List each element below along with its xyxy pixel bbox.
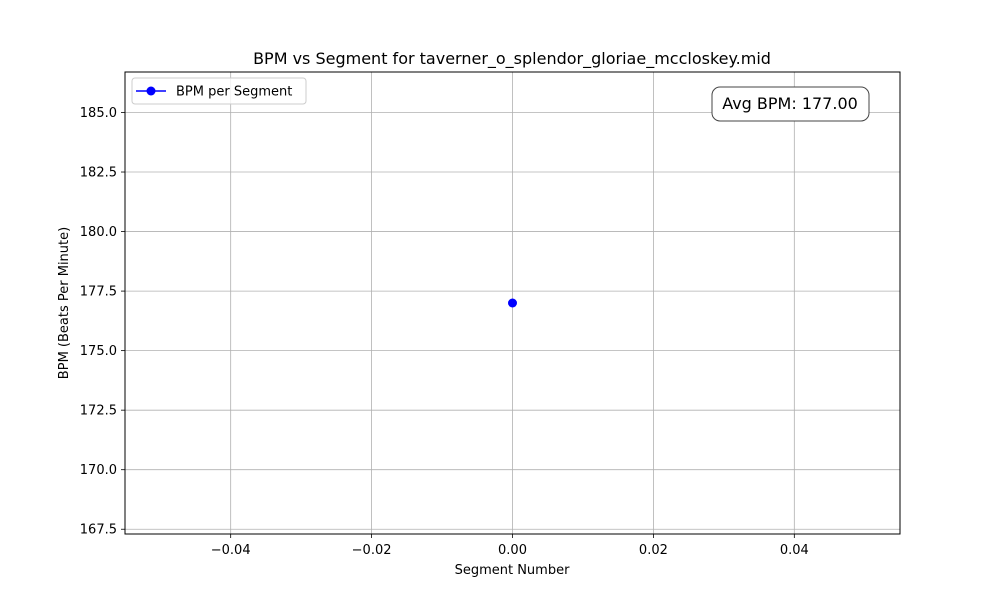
- x-tick-label: 0.04: [780, 543, 809, 558]
- data-point: [508, 298, 517, 308]
- y-tick-label: 180.0: [80, 225, 117, 240]
- x-tick-label: −0.04: [211, 543, 251, 558]
- legend-marker: [146, 86, 156, 96]
- legend: BPM per Segment: [131, 77, 307, 105]
- y-tick-label: 177.5: [80, 285, 117, 300]
- x-tick-label: 0.02: [639, 543, 668, 558]
- annotation-text: Avg BPM: 177.00: [722, 94, 858, 113]
- avg-bpm-annotation: Avg BPM: 177.00: [711, 86, 870, 122]
- x-axis: −0.04 −0.02 0.00 0.02 0.04: [211, 534, 809, 558]
- x-tick-label: −0.02: [352, 543, 392, 558]
- legend-box: [131, 77, 307, 105]
- y-tick-label: 170.0: [80, 463, 117, 478]
- y-tick-label: 172.5: [80, 404, 117, 419]
- y-tick-label: 167.5: [80, 523, 117, 538]
- y-axis-label: BPM (Beats Per Minute): [57, 227, 72, 379]
- chart-title: BPM vs Segment for taverner_o_splendor_g…: [253, 49, 771, 69]
- y-tick-label: 185.0: [80, 106, 117, 121]
- y-axis: 167.5 170.0 172.5 175.0 177.5 180.0 182.5 185.0: [80, 106, 125, 538]
- x-tick-label: 0.00: [498, 543, 527, 558]
- y-tick-label: 182.5: [80, 166, 117, 181]
- x-axis-label: Segment Number: [455, 563, 571, 578]
- annotation-box: [711, 86, 870, 122]
- y-tick-label: 175.0: [80, 344, 117, 359]
- legend-label: BPM per Segment: [176, 85, 292, 100]
- series-layer: [508, 298, 517, 308]
